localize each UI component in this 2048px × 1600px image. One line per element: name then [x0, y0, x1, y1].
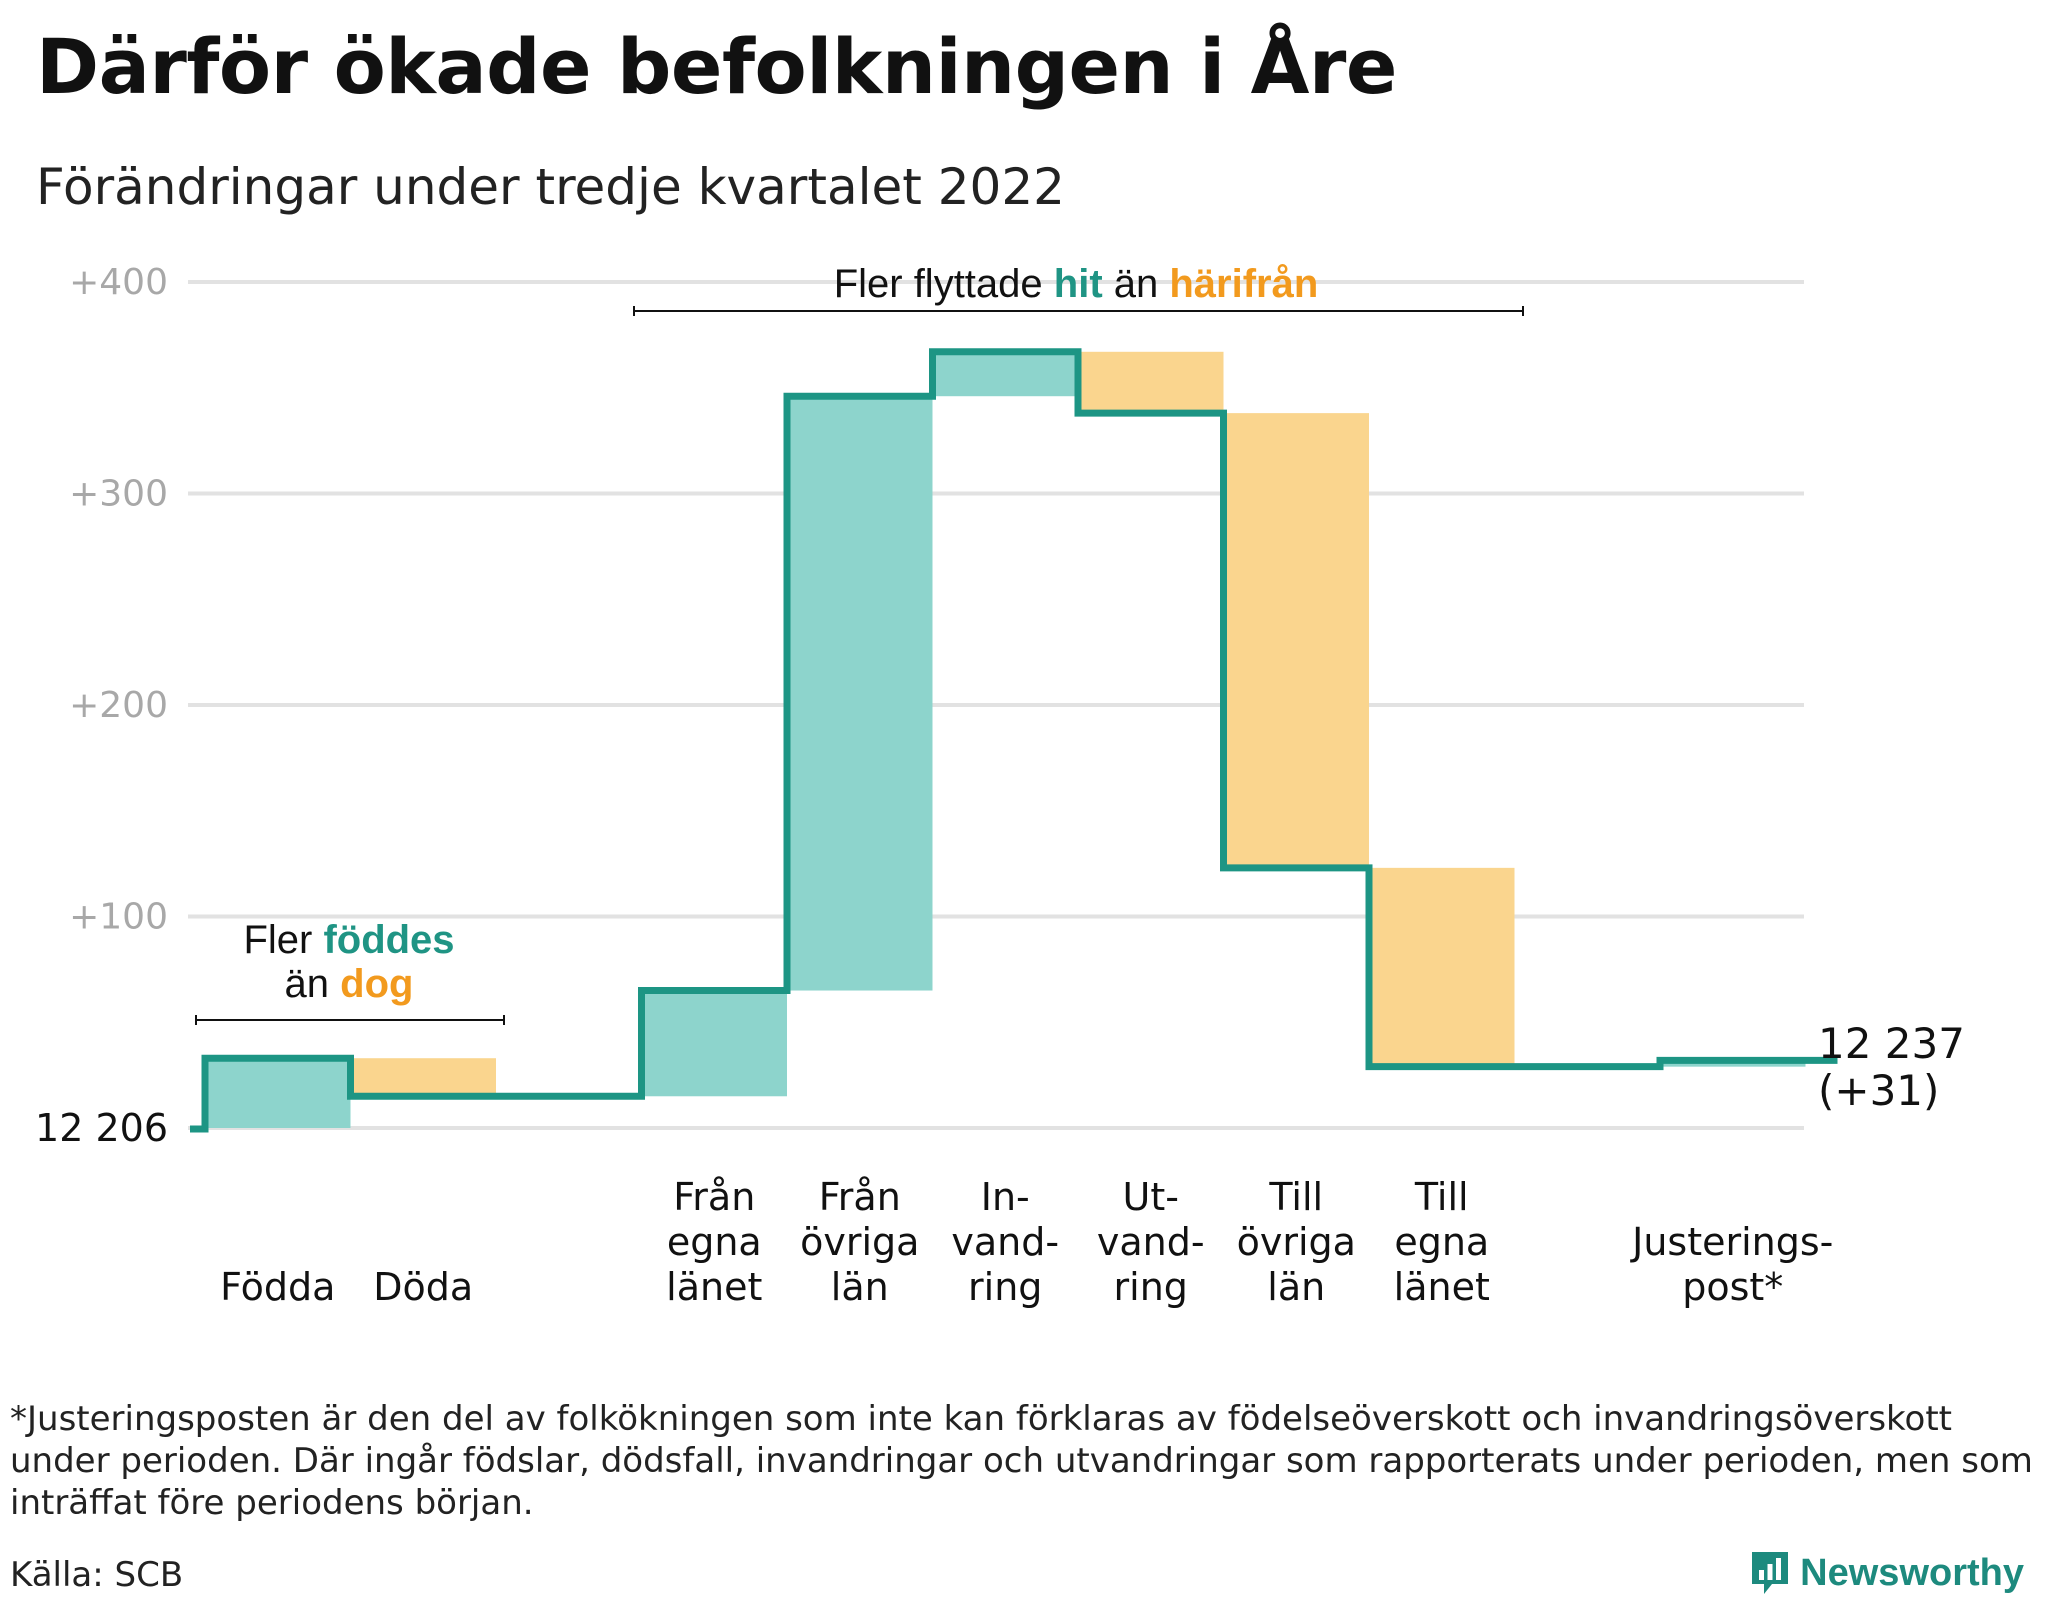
category-label-line: ring [1114, 1265, 1188, 1309]
annotation-segment-plain: än [285, 962, 341, 1006]
annotation-segment-plain: än [1103, 262, 1170, 306]
bar-utvandring [1078, 351, 1224, 414]
category-label-line: egna [1394, 1220, 1489, 1264]
category-label-line: län [831, 1265, 889, 1309]
y-tick-label: +300 [69, 474, 168, 515]
bar-invandring [932, 351, 1078, 397]
y-tick-label: +200 [69, 685, 168, 726]
end-value-label: 12 237 [1818, 1019, 1965, 1068]
annotation-births-line: än dog [285, 962, 414, 1006]
bar-fodda [205, 1058, 351, 1128]
annotation-births-line: Fler föddes [243, 918, 454, 962]
annotation-segment-positive: hit [1054, 262, 1103, 306]
category-label-till-ovriga: Till övriga län [1237, 1175, 1356, 1309]
category-label-line: Döda [373, 1265, 473, 1309]
start-value-label: 12 206 [35, 1106, 168, 1150]
newsworthy-logo-icon [1752, 1552, 1789, 1594]
annotation-segment-plain: Fler [243, 918, 323, 962]
annotation-segment-plain: Fler flyttade [834, 262, 1054, 306]
brand[interactable]: Newsworthy [1750, 1550, 2024, 1596]
category-label-fran-egna: Från egna länet [666, 1175, 762, 1309]
category-label-line: Till [1268, 1175, 1323, 1219]
category-label-line: Från [673, 1175, 755, 1219]
category-label-line: post* [1682, 1265, 1783, 1309]
bars [205, 351, 1806, 1128]
category-label-line: Från [819, 1175, 901, 1219]
chart-subtitle: Förändringar under tredje kvartalet 2022 [36, 158, 1065, 216]
footnote: *Justeringsposten är den del av folkökni… [10, 1399, 2033, 1523]
source-label: Källa: SCB [10, 1555, 184, 1595]
bar-till-ovriga [1223, 413, 1369, 868]
step-line [190, 348, 1838, 1133]
category-label-line: län [1267, 1265, 1325, 1309]
category-label-utvandring: Ut-vand-ring [1097, 1175, 1205, 1309]
category-label-line: Ut- [1123, 1175, 1179, 1219]
bar-fran-egna [641, 990, 787, 1097]
category-label-line: länet [1394, 1265, 1490, 1309]
category-label-line: egna [667, 1220, 762, 1264]
category-label-fodda: Födda [220, 1265, 335, 1309]
gridlines [188, 280, 1804, 1130]
category-label-line: länet [666, 1265, 762, 1309]
bar-fran-ovriga [787, 396, 933, 991]
bar-till-egna [1369, 867, 1515, 1067]
category-label-till-egna: Till egna länet [1394, 1175, 1490, 1309]
end-change-label: (+31) [1818, 1066, 1939, 1115]
category-label-line: In- [981, 1175, 1030, 1219]
category-label-invandring: In-vand-ring [951, 1175, 1059, 1309]
category-label-line: Födda [220, 1265, 335, 1309]
cumulative-step-line [190, 348, 1838, 1133]
category-label-line: övriga [800, 1220, 919, 1264]
brand-name: Newsworthy [1800, 1551, 2024, 1594]
category-label-line: övriga [1237, 1220, 1356, 1264]
category-label-doda: Döda [373, 1265, 473, 1309]
y-tick-label: +100 [69, 897, 168, 938]
category-label-line: vand- [951, 1220, 1059, 1264]
category-label-line: Justerings- [1630, 1220, 1833, 1264]
category-label-justeringspost: Justerings-post* [1630, 1220, 1833, 1309]
annotation-segment-negative: härifrån [1169, 262, 1318, 306]
category-label-line: ring [968, 1265, 1042, 1309]
annotation-segment-negative: dog [340, 962, 413, 1006]
category-label-line: Till [1414, 1175, 1469, 1219]
chart-title: Därför ökade befolkningen i Åre [36, 22, 1397, 111]
bar-doda [350, 1058, 496, 1097]
annotation-segment-positive: föddes [323, 918, 454, 962]
annotation-moves-line: Fler flyttade hit än härifrån [834, 262, 1319, 306]
y-tick-label: +400 [69, 262, 168, 303]
category-label-line: vand- [1097, 1220, 1205, 1264]
category-label-fran-ovriga: Från övriga län [800, 1175, 919, 1309]
